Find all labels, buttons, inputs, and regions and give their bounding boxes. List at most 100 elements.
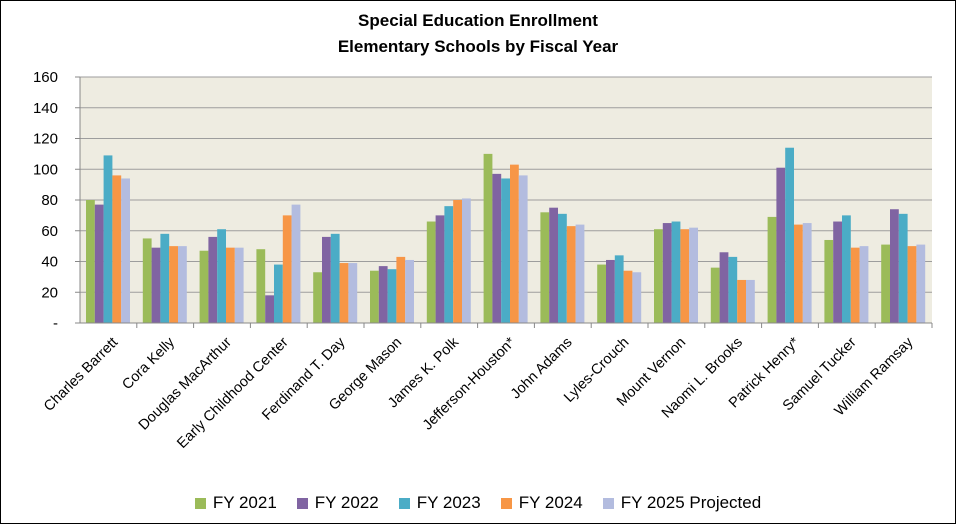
bar-fy-2023-john-adams [558, 213, 567, 323]
bar-fy-2024-early-childhood-center [282, 215, 292, 323]
bar-fy-2022-patrick-henry- [776, 167, 786, 323]
legend-item: FY 2023 [398, 493, 481, 513]
bar-fy-2025-projected-cora-kelly [178, 246, 187, 323]
legend-swatch [602, 497, 614, 509]
bar-fy-2022-ferdinand-t-day [322, 236, 331, 323]
legend-label: FY 2023 [416, 493, 481, 512]
bars [86, 147, 926, 323]
bar-fy-2025-projected-early-childhood-center [291, 204, 301, 323]
bar-fy-2022-william-ramsay [890, 209, 899, 323]
bar-fy-2025-projected-john-adams [575, 224, 585, 323]
bar-fy-2024-mount-vernon [680, 229, 690, 323]
legend-swatch [500, 497, 512, 509]
chart-title: Special Education Enrollment Elementary … [0, 8, 956, 60]
y-tick-label: 160 [33, 69, 58, 86]
y-tick-label: - [53, 315, 58, 332]
y-tick-label: 40 [41, 254, 58, 271]
bar-fy-2023-ferdinand-t-day [330, 233, 340, 323]
legend-label: FY 2024 [518, 493, 583, 512]
bar-fy-2024-charles-barrett [112, 175, 122, 323]
legend-item: FY 2024 [500, 493, 583, 513]
bar-fy-2022-early-childhood-center [265, 295, 274, 323]
bar-fy-2021-naomi-l-brooks [710, 267, 720, 323]
x-category-label: Cora Kelly [119, 334, 178, 393]
bar-fy-2024-william-ramsay [907, 246, 917, 323]
bar-fy-2023-james-k-polk [444, 206, 454, 323]
bar-fy-2025-projected-george-mason [405, 259, 414, 323]
bar-fy-2023-jefferson-houston- [501, 178, 510, 323]
bar-fy-2023-cora-kelly [160, 233, 170, 323]
bar-fy-2021-lyles-crouch [597, 264, 606, 323]
bar-fy-2024-douglas-macarthur [226, 247, 235, 323]
y-tick-label: 20 [41, 284, 58, 301]
bar-fy-2025-projected-lyles-crouch [632, 272, 642, 323]
y-tick-label: 120 [33, 131, 58, 148]
chart-title-line-1: Special Education Enrollment [358, 11, 598, 30]
bar-fy-2025-projected-james-k-polk [462, 198, 471, 323]
bar-fy-2025-projected-douglas-macarthur [234, 247, 244, 323]
bar-fy-2024-cora-kelly [169, 246, 178, 323]
bar-fy-2022-lyles-crouch [606, 259, 615, 323]
bar-fy-2021-william-ramsay [881, 244, 890, 323]
legend-swatch [296, 497, 308, 509]
legend-label: FY 2025 Projected [620, 493, 762, 512]
bar-fy-2022-jefferson-houston- [492, 173, 502, 323]
bar-fy-2024-john-adams [566, 226, 576, 323]
bar-fy-2023-patrick-henry- [785, 147, 794, 323]
bar-fy-2022-naomi-l-brooks [719, 252, 729, 323]
bar-fy-2021-jefferson-houston- [483, 153, 493, 323]
bar-fy-2024-lyles-crouch [623, 270, 633, 323]
legend-item: FY 2022 [296, 493, 379, 513]
bar-fy-2023-early-childhood-center [274, 264, 283, 323]
bar-fy-2022-cora-kelly [151, 247, 161, 323]
bar-fy-2025-projected-charles-barrett [121, 178, 130, 323]
bar-fy-2022-mount-vernon [662, 223, 672, 323]
bar-fy-2023-george-mason [387, 269, 397, 323]
x-category-label: Early Childhood Center [174, 334, 291, 451]
y-tick-label: 140 [33, 100, 58, 117]
bar-fy-2024-patrick-henry- [794, 224, 803, 323]
bar-fy-2021-john-adams [540, 212, 550, 323]
legend-label: FY 2021 [212, 493, 277, 512]
bar-fy-2021-patrick-henry- [767, 216, 777, 323]
bar-fy-2021-james-k-polk [426, 221, 436, 323]
bar-fy-2023-charles-barrett [103, 155, 113, 323]
bar-fy-2023-samuel-tucker [842, 215, 851, 323]
legend: FY 2021 FY 2022 FY 2023 FY 2024 FY 2025 Proj… [0, 491, 956, 515]
bar-fy-2021-douglas-macarthur [199, 250, 209, 323]
bar-fy-2024-samuel-tucker [850, 247, 860, 323]
bar-fy-2022-charles-barrett [94, 204, 104, 323]
bar-fy-2025-projected-patrick-henry- [802, 223, 812, 323]
bar-fy-2025-projected-jefferson-houston- [518, 175, 528, 323]
bar-fy-2025-projected-naomi-l-brooks [746, 279, 755, 323]
bar-fy-2024-george-mason [396, 256, 406, 323]
bar-fy-2022-james-k-polk [435, 215, 445, 323]
bar-fy-2023-william-ramsay [898, 213, 908, 323]
bar-fy-2024-james-k-polk [453, 200, 462, 323]
legend-item: FY 2021 [194, 493, 277, 513]
bar-fy-2025-projected-mount-vernon [689, 227, 698, 323]
bar-fy-2021-ferdinand-t-day [313, 272, 322, 323]
chart-subtitle: Elementary Schools by Fiscal Year [337, 37, 619, 56]
x-category-label: Charles Barrett [41, 335, 121, 415]
bar-fy-2024-naomi-l-brooks [737, 279, 746, 323]
axes [75, 76, 933, 328]
bar-fy-2022-samuel-tucker [833, 221, 842, 323]
bar-fy-2023-mount-vernon [671, 221, 681, 323]
y-tick-label: 60 [41, 223, 58, 240]
bar-fy-2025-projected-william-ramsay [916, 244, 926, 323]
bar-fy-2021-samuel-tucker [824, 239, 834, 323]
bar-fy-2021-early-childhood-center [256, 249, 266, 323]
legend-swatch [398, 497, 410, 509]
bar-fy-2024-ferdinand-t-day [339, 263, 349, 323]
bar-fy-2023-naomi-l-brooks [728, 256, 738, 323]
bar-fy-2021-mount-vernon [654, 229, 663, 323]
bar-fy-2024-jefferson-houston- [510, 164, 519, 323]
bar-fy-2023-lyles-crouch [614, 255, 624, 323]
bar-fy-2022-douglas-macarthur [208, 236, 218, 323]
bar-fy-2021-charles-barrett [86, 200, 95, 323]
bar-fy-2022-john-adams [549, 207, 558, 323]
bar-fy-2025-projected-samuel-tucker [859, 246, 869, 323]
bar-fy-2025-projected-ferdinand-t-day [348, 263, 358, 323]
